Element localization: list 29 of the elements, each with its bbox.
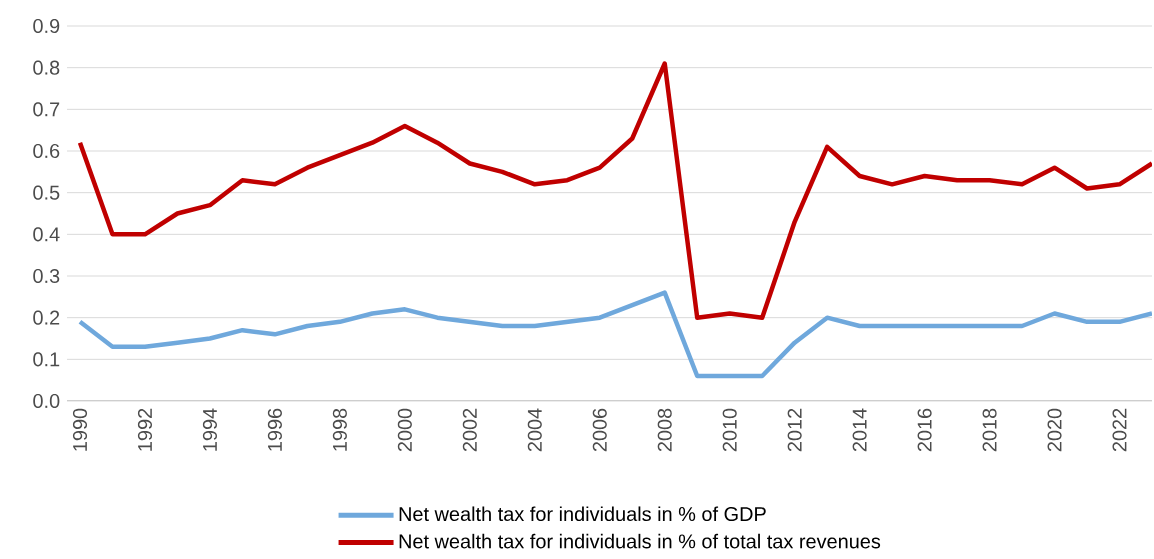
x-tick-label: 2016 (917, 408, 932, 452)
legend-label: Net wealth tax for individuals in % of GDP (399, 506, 766, 522)
x-tick-label: 2020 (1047, 408, 1062, 452)
y-tick-label: 0.3 (33, 268, 60, 284)
x-tick-label: 2008 (657, 408, 672, 452)
x-tick-label: 1992 (137, 408, 153, 451)
x-tick-label: 2006 (592, 408, 607, 452)
y-tick-label: 0.4 (33, 227, 60, 242)
x-tick-label: 2018 (982, 408, 997, 452)
y-tick-label: 0.1 (33, 352, 60, 367)
x-tick-label: 2000 (397, 408, 412, 452)
y-tick-label: 0.6 (33, 143, 60, 159)
y-tick-label: 0.9 (33, 18, 60, 34)
y-tick-label: 0.2 (33, 310, 60, 325)
y-tick-label: 0.5 (33, 185, 60, 200)
x-tick-label: 1994 (202, 408, 217, 451)
legend-label: Net wealth tax for individuals in % of total tax revenues (399, 533, 881, 549)
x-tick-label: 1998 (332, 408, 347, 451)
y-tick-label: 0.7 (33, 102, 60, 117)
x-tick-label: 1996 (267, 408, 282, 451)
y-tick-label: 0.8 (33, 60, 60, 75)
x-tick-label: 2012 (787, 408, 802, 452)
x-tick-label: 2004 (527, 408, 542, 452)
x-tick-label: 2022 (1112, 408, 1127, 452)
x-tick-label: 1990 (72, 408, 88, 451)
x-tick-label: 2014 (852, 408, 867, 452)
x-tick-label: 2002 (462, 408, 477, 452)
x-tick-label: 2010 (722, 408, 737, 452)
y-tick-label: 0.0 (33, 393, 60, 409)
